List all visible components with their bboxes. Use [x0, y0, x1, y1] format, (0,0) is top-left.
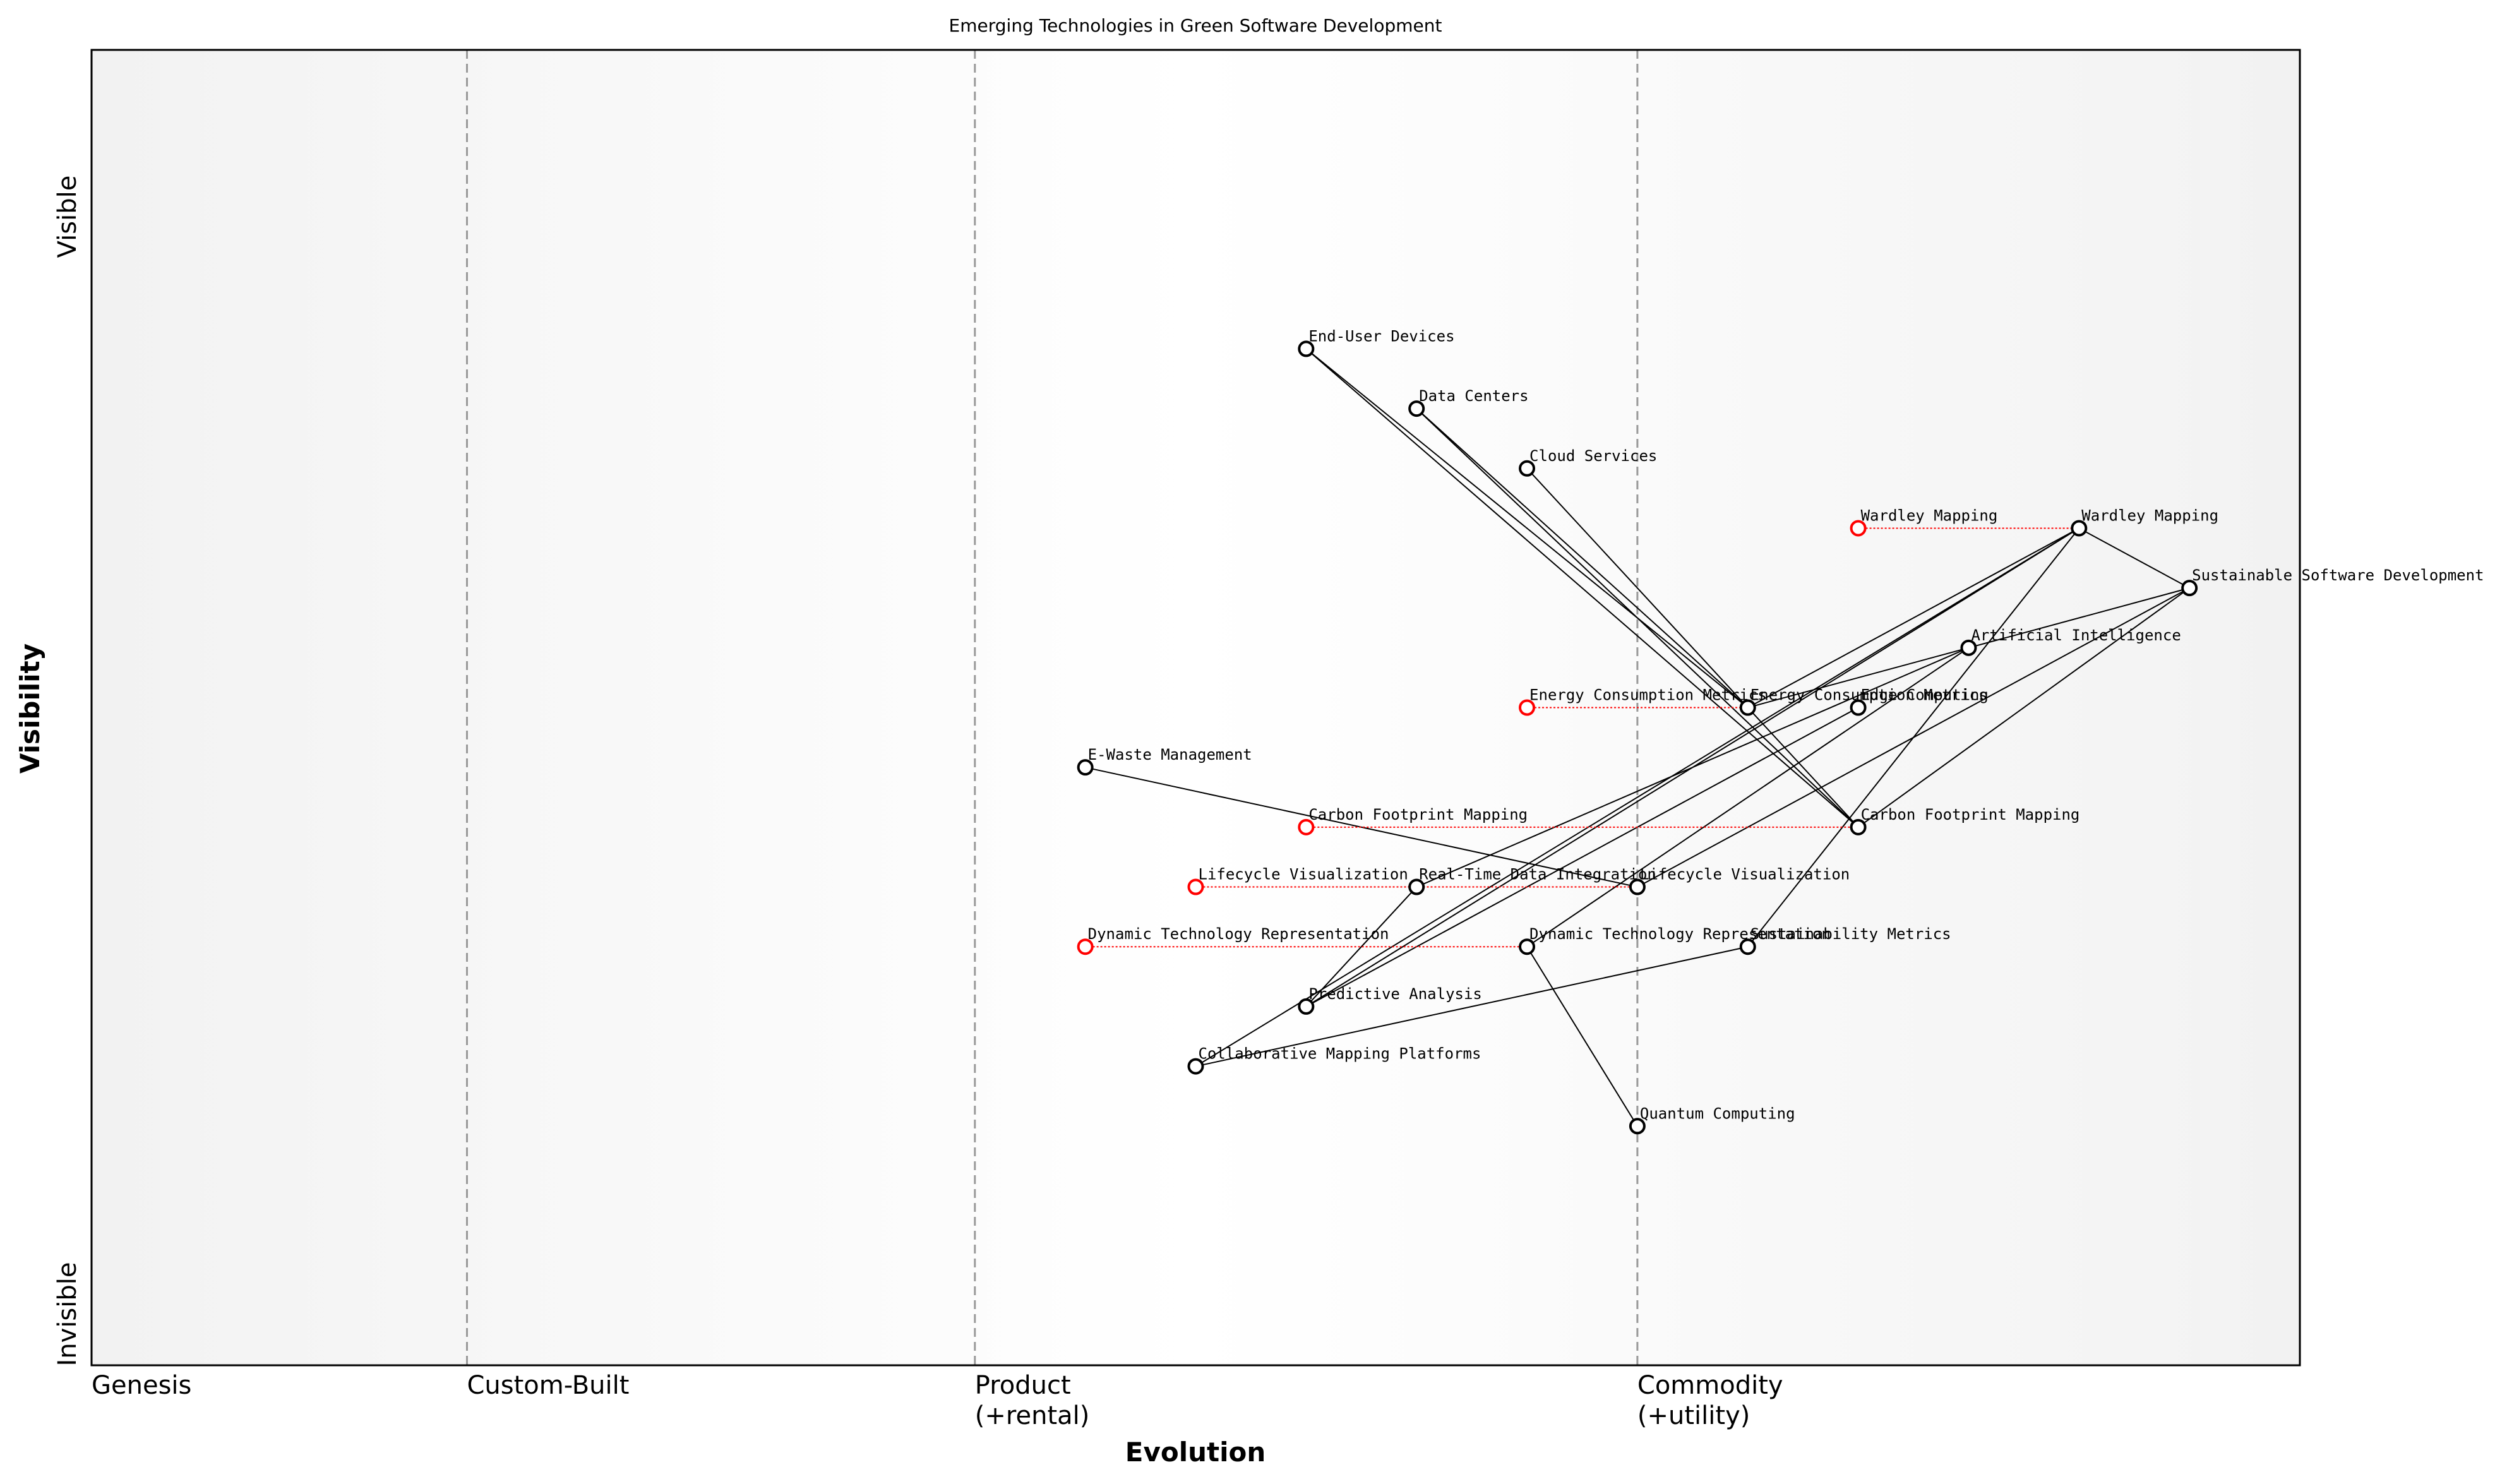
link — [1195, 946, 1748, 1067]
link — [1195, 527, 2079, 1067]
y-top-label: Visible — [53, 176, 82, 258]
link — [1305, 348, 1859, 828]
node-label: Carbon Footprint Mapping — [1861, 806, 2080, 823]
evolve-origin — [1519, 699, 1536, 716]
link — [1526, 468, 1859, 828]
node-label: Edge Computing — [1861, 686, 1989, 704]
link — [1747, 527, 2079, 709]
evolve-origin-label: Energy Consumption Metrics — [1529, 686, 1767, 704]
evolve-origin-label: Wardley Mapping — [1861, 506, 1998, 524]
evolve-origin-label: Carbon Footprint Mapping — [1308, 806, 1528, 823]
node — [1298, 340, 1315, 357]
evolve-origin — [1187, 878, 1204, 895]
node — [2181, 580, 2198, 597]
evolve-origin — [1298, 818, 1315, 835]
link — [1858, 587, 2190, 828]
link — [1637, 587, 2190, 888]
x-axis-label: Evolution — [1125, 1437, 1265, 1468]
x-tick-label: Product (+rental) — [975, 1371, 1090, 1430]
node — [1850, 818, 1867, 835]
node — [1739, 699, 1756, 716]
node — [1739, 938, 1756, 955]
node-label: Data Centers — [1419, 387, 1528, 405]
node — [1298, 998, 1315, 1015]
plot-frame — [90, 49, 2301, 1367]
node — [1519, 938, 1536, 955]
evolve-origin-label: Dynamic Technology Representation — [1088, 925, 1389, 943]
link — [1526, 946, 1638, 1127]
node-label: Predictive Analysis — [1308, 985, 1482, 1003]
node — [1408, 400, 1425, 417]
node-label: Dynamic Technology Representation — [1529, 925, 1831, 943]
x-tick-label: Custom-Built — [467, 1371, 629, 1400]
node-label: Sustainable Software Development — [2192, 566, 2484, 584]
node-label: End-User Devices — [1308, 327, 1454, 345]
node — [1850, 699, 1867, 716]
x-tick-label: Commodity (+utility) — [1637, 1371, 1783, 1430]
link — [1416, 408, 1749, 709]
y-bottom-label: Invisible — [53, 1262, 82, 1367]
node-label: Collaborative Mapping Platforms — [1199, 1045, 1481, 1063]
node-label: Sustainability Metrics — [1750, 925, 1951, 943]
link — [1305, 886, 1417, 1007]
node-label: Energy Consumption Metrics — [1750, 686, 1988, 704]
evolve-origin — [1077, 938, 1094, 955]
node-label: Lifecycle Visualization — [1640, 866, 1850, 883]
link — [1305, 707, 1859, 1007]
link — [2078, 527, 2190, 589]
node — [1960, 639, 1977, 656]
link — [1085, 767, 1638, 888]
evolve-origin — [1850, 520, 1867, 537]
link — [1526, 647, 1970, 948]
y-axis-label: Visibility — [15, 643, 45, 774]
node — [1187, 1058, 1204, 1075]
node — [1629, 1118, 1646, 1135]
node — [1077, 759, 1094, 776]
chart-title: Emerging Technologies in Green Software … — [949, 15, 1442, 36]
node-label: Wardley Mapping — [2081, 506, 2218, 524]
node-label: Quantum Computing — [1640, 1104, 1795, 1122]
link — [1416, 647, 1969, 888]
node-label: E-Waste Management — [1088, 746, 1252, 763]
link — [1416, 408, 1859, 828]
evolve-origin-label: Lifecycle Visualization — [1199, 866, 1408, 883]
node — [2071, 520, 2088, 537]
link — [1305, 348, 1749, 709]
x-tick-label: Genesis — [92, 1371, 191, 1400]
node — [1519, 460, 1536, 477]
node — [1629, 878, 1646, 895]
plot-background — [92, 50, 2300, 1365]
node — [1408, 878, 1425, 895]
node-label: Cloud Services — [1529, 447, 1657, 465]
plot: Genesis Custom-Built Product (+rental) Commo… — [92, 50, 2484, 1430]
node-label: Real-Time Data Integration — [1419, 866, 1656, 883]
node-label: Artificial Intelligence — [1971, 626, 2181, 644]
